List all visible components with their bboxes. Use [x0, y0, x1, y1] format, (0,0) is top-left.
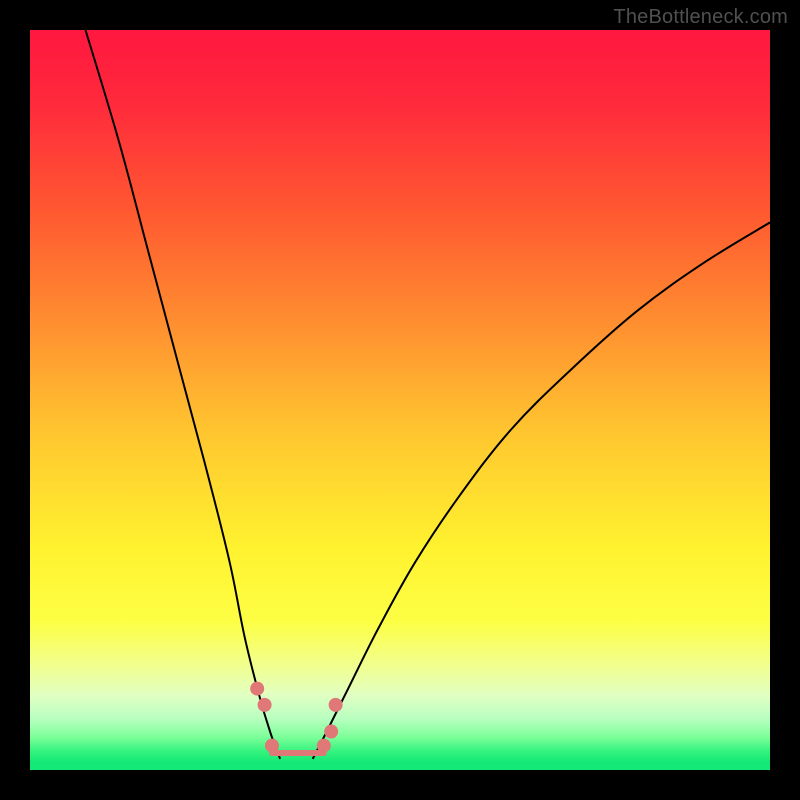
- watermark-text: TheBottleneck.com: [613, 6, 788, 29]
- bottleneck-chart: [30, 30, 770, 770]
- chart-background: [30, 30, 770, 770]
